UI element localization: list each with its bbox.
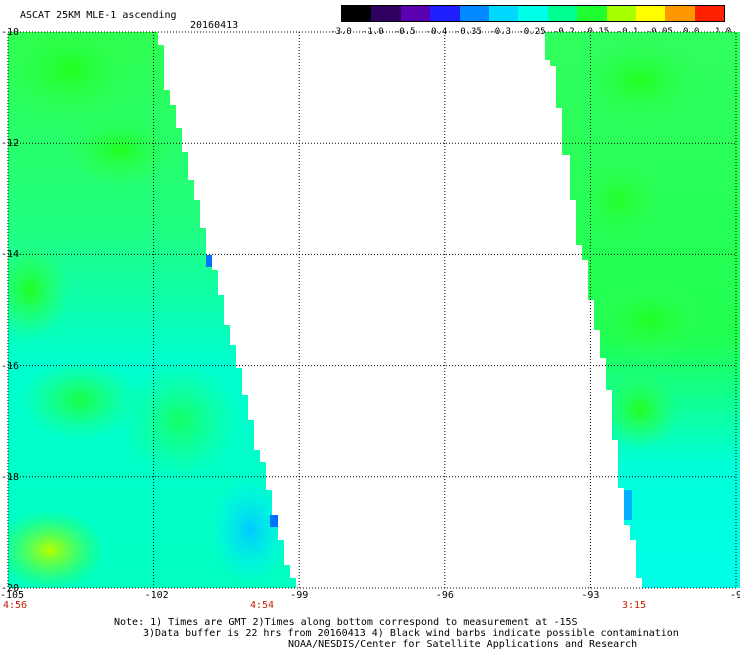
time-label-2: 4:54 (250, 600, 275, 611)
longitude-label: -96 (435, 590, 454, 601)
latitude-label: -12 (1, 138, 20, 150)
colorbar-swatch-12 (694, 6, 725, 21)
colorbar-label: -1.0 (361, 27, 384, 37)
colorbar-swatch-2 (400, 6, 431, 21)
colorbar-label: -0.4 (425, 27, 448, 37)
colorbar-swatch-9 (606, 6, 636, 21)
header-date: 20160413 (190, 20, 239, 31)
colorbar-swatch-1 (371, 6, 401, 21)
colorbar-swatch-11 (665, 6, 695, 21)
latitude-label: -20 (1, 583, 20, 594)
grid-lines (8, 32, 736, 588)
colorbar-swatch-3 (430, 6, 460, 21)
colorbar (341, 5, 725, 22)
longitude-label: -90 (730, 590, 740, 601)
footer-note-1: Note: 1) Times are GMT 2)Times along bot… (114, 617, 578, 628)
map-frame (7, 31, 737, 589)
header-title: ASCAT 25KM MLE-1 ascending (20, 10, 177, 21)
colorbar-swatch-7 (547, 6, 578, 21)
longitude-label: -99 (290, 590, 309, 601)
right-swath (545, 32, 740, 588)
footer-note-2: 3)Data buffer is 22 hrs from 20160413 4)… (143, 628, 679, 639)
colorbar-swatch-6 (518, 6, 548, 21)
longitude-label: -105 (0, 590, 25, 601)
latitude-label: -10 (1, 27, 20, 38)
colorbar-swatch-4 (459, 6, 489, 21)
latitude-label: -16 (1, 360, 20, 372)
time-label-3: 3:15 (622, 600, 647, 611)
colorbar-label: -0.25 (518, 27, 546, 37)
colorbar-swatch-0 (342, 6, 372, 21)
footer-credit: NOAA/NESDIS/Center for Satellite Applica… (288, 639, 638, 650)
colorbar-label: -0.35 (454, 27, 482, 37)
longitude-label: -93 (581, 590, 600, 601)
longitude-label: -102 (144, 590, 169, 601)
colorbar-swatch-10 (635, 6, 666, 21)
colorbar-swatch-5 (488, 6, 519, 21)
latitude-label: -18 (1, 471, 20, 483)
time-label-1: 4:56 (3, 600, 28, 611)
latitude-label: -14 (1, 249, 20, 261)
colorbar-swatch-8 (577, 6, 607, 21)
